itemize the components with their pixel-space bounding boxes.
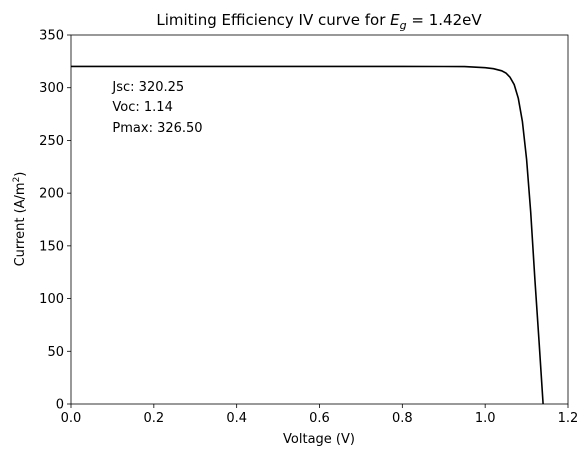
x-tick-label: 0.6 (309, 411, 330, 426)
x-axis-label: Voltage (V) (283, 432, 355, 447)
y-tick-label: 350 (39, 29, 64, 44)
annotation-text: Jsc: 320.25 (111, 80, 184, 95)
x-tick-label: 0.2 (143, 411, 164, 426)
x-tick-label: 0.0 (61, 411, 82, 426)
annotations: Jsc: 320.25 Voc: 1.14 Pmax: 326.50 (111, 80, 202, 136)
y-tick-label: 150 (39, 239, 64, 254)
x-tick-label: 0.4 (226, 411, 247, 426)
y-tick-label: 100 (39, 292, 64, 307)
annotation-text: Voc: 1.14 (112, 100, 172, 115)
y-tick-label: 50 (47, 345, 64, 360)
x-tick-label: 1.2 (558, 411, 579, 426)
y-axis-label: Current (A/m2) (12, 172, 28, 267)
x-axis-ticks: 0.0 0.2 0.4 0.6 0.8 1.0 1.2 (61, 404, 579, 426)
chart-title: Limiting Efficiency IV curve for Eg = 1.… (156, 11, 482, 32)
annotation-text: Pmax: 326.50 (112, 121, 202, 136)
y-axis-ticks: 0 50 100 150 200 250 300 350 (39, 29, 71, 413)
y-tick-label: 250 (39, 134, 64, 149)
y-tick-label: 300 (39, 81, 64, 96)
x-tick-label: 0.8 (392, 411, 413, 426)
iv-curve-line (71, 65, 544, 405)
y-tick-label: 200 (39, 187, 64, 202)
x-tick-label: 1.0 (475, 411, 496, 426)
y-tick-label: 0 (56, 398, 64, 413)
